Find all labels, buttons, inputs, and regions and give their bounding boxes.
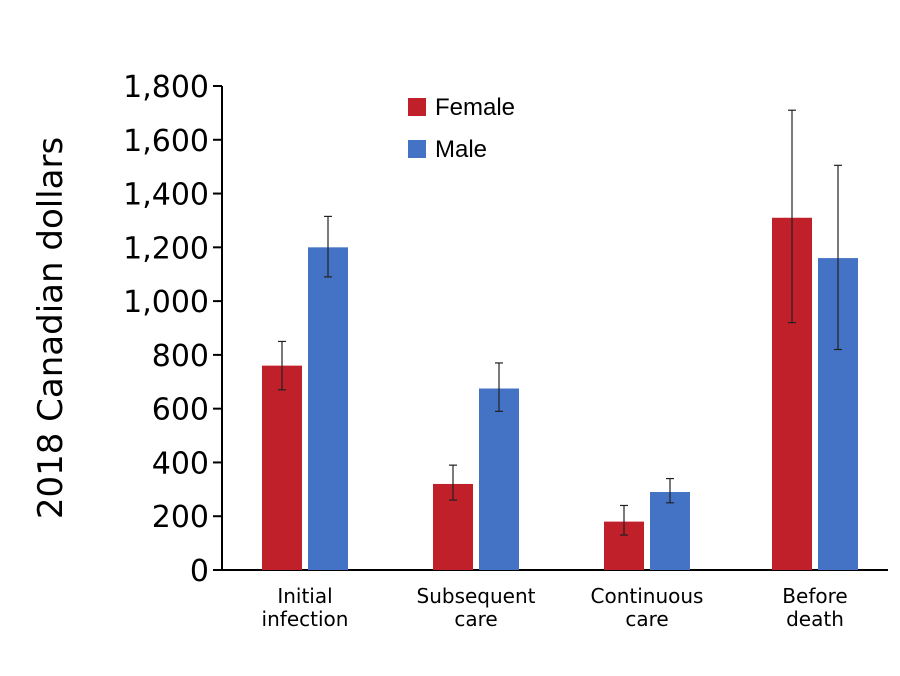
legend-label-male: Male: [435, 136, 487, 163]
axes: 0 200 400 600 800 1,000 1,200 1,400 1,600 1,800: [123, 70, 888, 589]
x-tick-label: Subsequent care: [417, 584, 536, 631]
legend-swatch-male: [408, 140, 426, 158]
x-tick-label: Before death: [782, 584, 847, 631]
legend: Female Male: [408, 94, 515, 163]
y-tick-label: 200: [152, 500, 209, 535]
x-tick-label-line: care: [454, 607, 497, 631]
bar-male-2: [650, 492, 690, 570]
bars: [262, 217, 858, 571]
x-tick-label-line: care: [625, 607, 668, 631]
x-tick-label-line: Before: [782, 584, 847, 608]
y-tick-label: 0: [190, 554, 209, 589]
y-tick-label: 1,000: [123, 285, 209, 320]
y-tick-label: 1,200: [123, 231, 209, 266]
x-tick-label-line: Initial: [277, 584, 332, 608]
y-tick-label: 800: [152, 339, 209, 374]
y-tick-label: 400: [152, 446, 209, 481]
x-tick-label-line: infection: [262, 607, 349, 631]
y-axis-title-group: 2018 Canadian dollars: [31, 137, 71, 519]
y-tick-label: 1,600: [123, 124, 209, 159]
x-tick-label-line: Subsequent: [417, 584, 536, 608]
legend-swatch-female: [408, 98, 426, 116]
bar-male-0: [308, 247, 348, 571]
x-tick-label: Initial infection: [262, 584, 349, 631]
y-axis-title: 2018 Canadian dollars: [31, 137, 71, 519]
bar-male-1: [479, 388, 519, 570]
x-tick-label-line: Continuous: [591, 584, 704, 608]
error-bars: [278, 109, 842, 536]
bar-female-0: [262, 365, 302, 570]
y-tick-label: 1,800: [123, 70, 209, 105]
y-tick-label: 600: [152, 393, 209, 428]
y-tick-label: 1,400: [123, 178, 209, 213]
legend-label-female: Female: [435, 94, 515, 121]
x-tick-label-line: death: [786, 607, 844, 631]
x-tick-label: Continuous care: [591, 584, 704, 631]
